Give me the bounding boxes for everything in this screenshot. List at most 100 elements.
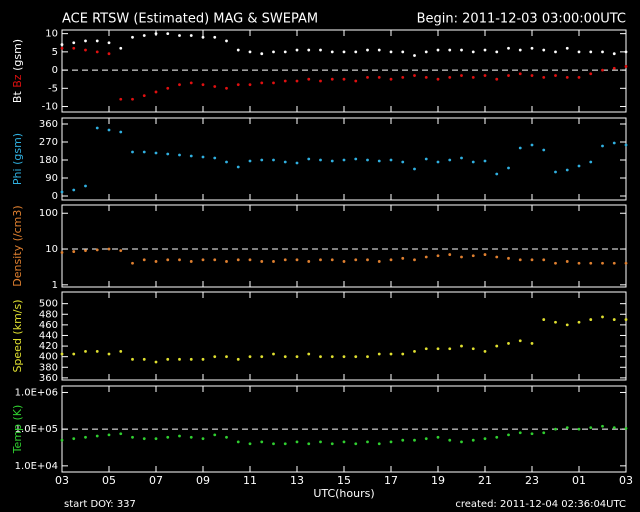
data-point: [154, 32, 158, 36]
data-point: [530, 342, 534, 345]
data-point: [319, 158, 322, 162]
data-point: [72, 250, 76, 253]
x-tick-label: 17: [384, 474, 398, 487]
data-point: [95, 126, 99, 130]
x-tick-label: 19: [431, 474, 445, 487]
data-point: [307, 260, 311, 263]
data-point: [471, 347, 475, 351]
data-point: [483, 48, 487, 52]
data-point: [601, 261, 604, 265]
data-point: [565, 75, 569, 79]
data-point: [225, 86, 228, 90]
x-tick-label: 01: [572, 474, 586, 487]
data-point: [248, 50, 252, 54]
data-point: [119, 249, 123, 253]
data-point: [154, 90, 158, 94]
data-point: [377, 352, 381, 356]
data-point: [624, 318, 628, 321]
data-point: [260, 440, 264, 444]
y-tick-label: -10: [42, 102, 58, 113]
data-point: [84, 349, 87, 353]
data-point: [95, 50, 99, 54]
data-point: [260, 81, 264, 85]
data-point: [213, 258, 217, 262]
data-point: [72, 46, 76, 50]
x-tick-label: 13: [290, 474, 304, 487]
data-point: [189, 260, 193, 263]
data-point: [283, 79, 287, 83]
data-point: [342, 440, 346, 444]
x-tick-label: 05: [102, 474, 116, 487]
data-point: [448, 75, 452, 79]
y-tick-label: 1.0E+06: [15, 387, 58, 398]
data-point: [95, 434, 99, 438]
data-point: [624, 65, 628, 68]
y-tick-label: 420: [39, 341, 58, 352]
data-point: [601, 315, 604, 319]
y-tick-label: 5: [52, 47, 58, 58]
x-tick-label: 09: [196, 474, 210, 487]
y-tick-label: 400: [39, 352, 58, 363]
y-axis-label-part: Phi (gsm): [11, 133, 24, 185]
data-point: [84, 184, 87, 188]
data-point: [60, 251, 64, 254]
data-point: [166, 86, 170, 90]
data-point: [142, 357, 146, 361]
data-point: [612, 318, 616, 321]
data-point: [448, 438, 452, 442]
data-point: [424, 50, 428, 54]
data-point: [330, 258, 334, 262]
y-axis-label: Phi (gsm): [11, 133, 24, 185]
data-point: [554, 50, 557, 54]
data-point: [507, 166, 510, 170]
data-point: [342, 260, 346, 263]
data-point: [483, 437, 487, 441]
data-point: [201, 258, 205, 262]
data-point: [225, 160, 228, 164]
data-point: [624, 426, 628, 430]
data-point: [436, 435, 440, 439]
data-point: [589, 318, 593, 321]
data-point: [119, 349, 123, 353]
data-point: [283, 160, 287, 164]
data-point: [460, 344, 463, 348]
data-point: [413, 258, 416, 262]
data-point: [72, 352, 76, 356]
data-point: [307, 77, 311, 81]
data-point: [354, 157, 358, 161]
data-point: [189, 81, 193, 85]
data-point: [483, 74, 487, 77]
data-point: [342, 158, 346, 162]
data-point: [213, 156, 217, 160]
data-point: [178, 34, 181, 37]
y-tick-label: 480: [39, 309, 58, 320]
data-point: [154, 151, 158, 155]
data-point: [471, 160, 475, 164]
data-point: [131, 97, 134, 101]
data-point: [495, 50, 499, 54]
data-point: [424, 347, 428, 351]
data-point: [495, 77, 499, 81]
data-point: [248, 83, 252, 87]
y-tick-label: 360: [39, 119, 58, 130]
data-point: [577, 75, 581, 79]
data-point: [413, 54, 416, 57]
data-point: [495, 255, 499, 259]
data-point: [330, 50, 334, 54]
data-point: [260, 260, 264, 263]
data-point: [166, 152, 170, 156]
start-doy: start DOY: 337: [64, 499, 136, 510]
data-point: [377, 75, 381, 79]
data-point: [436, 160, 440, 164]
y-axis-label: Bt Bz (gsm): [11, 39, 24, 103]
y-tick-label: 440: [39, 330, 58, 341]
data-point: [272, 260, 275, 263]
data-point: [389, 77, 393, 81]
y-tick-label: 460: [39, 320, 58, 331]
data-point: [166, 32, 170, 36]
data-point: [448, 347, 452, 351]
data-point: [107, 52, 111, 56]
data-point: [377, 48, 381, 52]
data-point: [471, 254, 475, 258]
data-point: [131, 35, 134, 39]
